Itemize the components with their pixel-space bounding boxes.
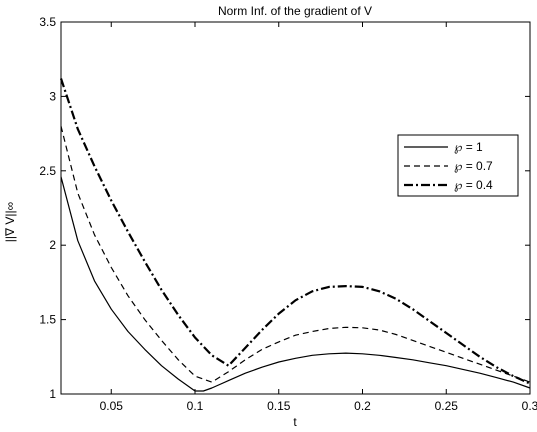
y-tick-label: 3.5 <box>39 15 56 29</box>
plot-area: 0.05 0.1 0.15 0.2 0.25 0.3 1 1.5 2 2.5 3 3.5 <box>39 15 537 413</box>
x-tick-label: 0.15 <box>267 399 291 413</box>
legend: ℘ = 1 ℘ = 0.7 ℘ = 0.4 <box>397 134 519 197</box>
legend-label-2: ℘ = 0.7 <box>454 159 493 173</box>
series-line-2 <box>60 126 531 383</box>
x-tick-label: 0.25 <box>435 399 459 413</box>
x-tick-label: 0.05 <box>100 399 124 413</box>
chart-title: Norm Inf. of the gradient of V <box>218 4 372 18</box>
y-tick-label: 1 <box>49 387 56 401</box>
series-line-3 <box>59 78 531 385</box>
legend-label-1: ℘ = 1 <box>454 140 483 154</box>
legend-label-3: ℘ = 0.4 <box>454 178 493 192</box>
x-tick-label: 0.2 <box>354 399 371 413</box>
x-tick-label: 0.3 <box>522 399 537 413</box>
plot-frame <box>60 21 531 395</box>
y-tick-label: 3 <box>49 89 56 103</box>
y-tick-label: 1.5 <box>39 313 56 327</box>
y-tick-label: 2.5 <box>39 164 56 178</box>
y-tick-label: 2 <box>49 238 56 252</box>
x-tick-label: 0.1 <box>187 399 204 413</box>
y-axis-label: ||∇ V||∞ <box>3 202 17 242</box>
x-axis-label: t <box>293 415 297 429</box>
series-line-1 <box>60 176 531 392</box>
